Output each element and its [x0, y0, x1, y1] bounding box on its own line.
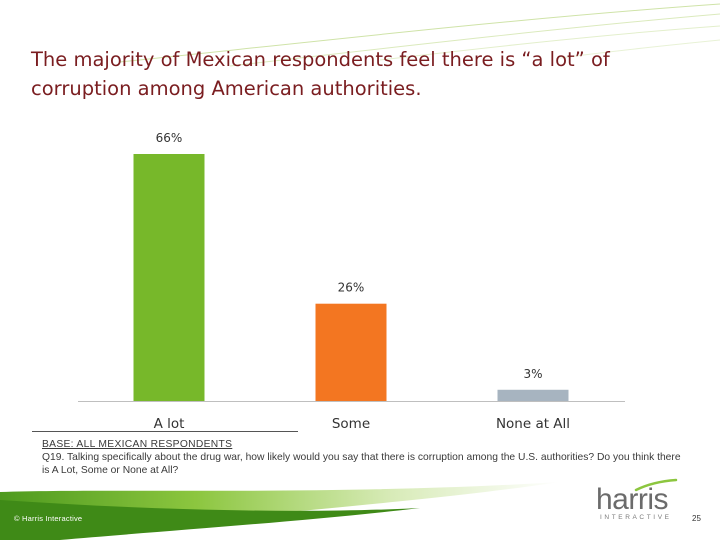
survey-question: Q19. Talking specifically about the drug… [42, 452, 681, 476]
category-label-3: None at All [496, 416, 570, 432]
bar-2 [315, 303, 387, 401]
bar-chart: 66% A lot 26% Some 3% None at All [32, 131, 625, 432]
title-line-2: corruption among American authorities. [31, 77, 422, 100]
page-title: The majority of Mexican respondents feel… [31, 45, 691, 103]
copyright-text: © Harris Interactive [14, 514, 83, 523]
base-title: BASE: ALL MEXICAN RESPONDENTS [42, 439, 233, 450]
footer-swoosh-decoration [0, 482, 560, 540]
data-label-3: 3% [523, 367, 542, 381]
logo-swoosh-icon [634, 478, 678, 492]
page-number: 25 [692, 514, 701, 523]
data-label-1: 66% [156, 131, 183, 145]
category-label-1: A lot [154, 416, 185, 432]
bar-3 [497, 389, 569, 401]
bar-1 [133, 154, 205, 401]
logo-subtitle: INTERACTIVE [600, 514, 672, 521]
base-note: BASE: ALL MEXICAN RESPONDENTS Q19. Talki… [42, 438, 682, 477]
harris-logo: harris INTERACTIVE [596, 478, 678, 526]
data-label-2: 26% [338, 281, 365, 295]
header-swoosh-decoration [119, 3, 720, 67]
logo-wordmark: harris [596, 483, 669, 516]
category-label-2: Some [332, 416, 370, 432]
title-line-1: The majority of Mexican respondents feel… [31, 48, 610, 71]
